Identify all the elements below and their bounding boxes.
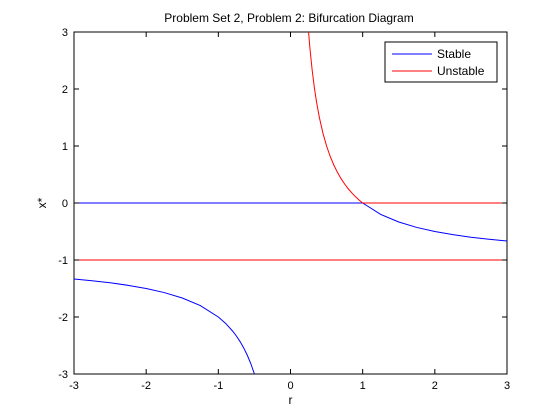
series-stable-line-3 (74, 278, 255, 374)
x-axis-label: r (289, 393, 293, 407)
y-tick-label: -2 (58, 312, 68, 324)
legend: Stable Unstable (384, 41, 498, 83)
y-tick-label: -3 (58, 369, 68, 381)
x-tick-label: -3 (69, 380, 79, 392)
legend-box (384, 41, 498, 83)
y-tick-label: 1 (62, 141, 68, 153)
y-tick-label: -1 (58, 255, 68, 267)
chart-title: Problem Set 2, Problem 2: Bifurcation Di… (164, 11, 413, 25)
x-tick-label: 2 (432, 380, 438, 392)
series-unstable-line-3 (308, 32, 363, 204)
y-tick-label: 3 (62, 27, 68, 39)
x-tick-label: -2 (141, 380, 151, 392)
x-tick-label: 0 (287, 380, 293, 392)
y-axis-label: x* (35, 197, 49, 208)
plot-area: -3 -2 -1 0 1 2 3 -3 -2 -1 0 1 2 3 r x* Stable Unstable (35, 27, 510, 407)
legend-label-unstable: Unstable (437, 64, 485, 78)
series-stable-line-2 (362, 202, 507, 242)
x-tick-label: 3 (504, 380, 510, 392)
x-tick-label: 1 (360, 380, 366, 392)
x-tick-label: -1 (213, 380, 223, 392)
y-tick-label: 0 (62, 198, 68, 210)
legend-label-stable: Stable (437, 47, 471, 61)
y-tick-label: 2 (62, 84, 68, 96)
series-group (74, 32, 507, 374)
